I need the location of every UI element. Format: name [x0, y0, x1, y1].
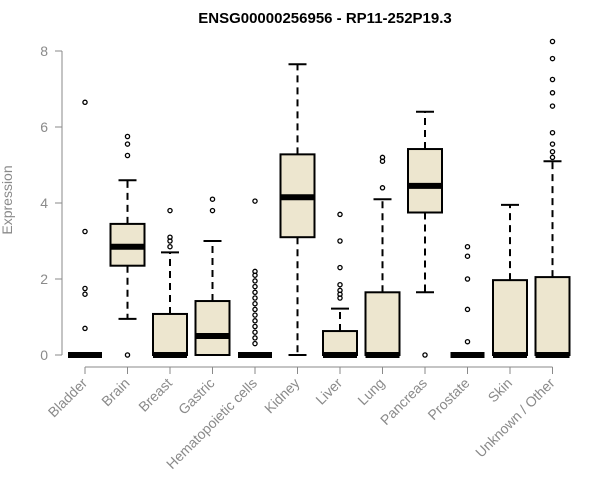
iqr-box [364, 291, 401, 356]
box-prostate [450, 243, 485, 358]
outlier-point [82, 291, 88, 297]
outlier-point [252, 295, 258, 301]
outlier-point [337, 238, 343, 244]
y-axis-label: Expression [0, 165, 15, 234]
outlier-point [82, 99, 88, 106]
outlier-point [209, 207, 216, 214]
iqr-box [152, 312, 188, 356]
outlier-point [124, 352, 131, 358]
box-liver [322, 211, 358, 358]
chart-title: ENSG00000256956 - RP11-252P19.3 [198, 10, 452, 27]
y-tick-label: 0 [40, 347, 48, 363]
outlier-point [379, 154, 386, 161]
outlier-point [337, 211, 343, 218]
outlier-point [252, 278, 258, 284]
box-brain [109, 133, 146, 358]
outlier-point [252, 300, 258, 307]
outlier-point [464, 243, 471, 250]
box-lung [364, 154, 401, 358]
boxes [68, 38, 571, 358]
x-tick-label: Liver [312, 375, 345, 408]
x-tick-label: Lung [354, 375, 387, 408]
outlier-point [337, 281, 343, 288]
outlier-point [549, 55, 556, 62]
y-tick-label: 4 [40, 195, 48, 211]
outlier-point [252, 283, 258, 290]
outlier-point [337, 264, 343, 271]
box-kidney [279, 63, 316, 356]
iqr-box [492, 279, 528, 357]
outlier-point [252, 312, 258, 318]
x-tick-label: Kidney [261, 375, 303, 417]
outlier-point [82, 285, 88, 292]
outlier-point [549, 154, 556, 161]
outlier-point [252, 306, 258, 313]
outlier-point [549, 103, 556, 109]
iqr-box [194, 300, 231, 357]
outlier-point [464, 306, 471, 313]
outlier-point [124, 133, 131, 140]
box-breast [152, 207, 188, 358]
x-tick-label: Prostate [424, 375, 472, 423]
box-hematopoietic-cells [238, 198, 272, 358]
outlier-point [549, 76, 556, 83]
outlier-point [124, 141, 131, 147]
outlier-point [337, 287, 343, 294]
outlier-point [549, 148, 556, 155]
iqr-box [407, 148, 443, 214]
outlier-point [252, 329, 258, 335]
iqr-box [322, 330, 358, 356]
outlier-point [549, 38, 556, 45]
box-unknown-other [534, 38, 571, 358]
outlier-point [252, 323, 258, 330]
iqr-box [534, 276, 571, 357]
outlier-point [549, 141, 556, 147]
outlier-point [252, 289, 258, 296]
outlier-point [379, 185, 386, 191]
x-tick-label: Breast [135, 375, 175, 415]
outlier-point [209, 196, 216, 202]
box-bladder [68, 99, 102, 358]
outlier-point [464, 276, 471, 282]
x-tick-label: Skin [485, 375, 516, 406]
box-skin [492, 203, 528, 358]
outlier-point [252, 335, 258, 341]
outlier-point [167, 207, 173, 214]
outlier-point [252, 198, 258, 204]
x-tick-label: Bladder [45, 375, 91, 421]
y-tick-label: 6 [40, 119, 48, 135]
x-tick-label: Unknown / Other [472, 375, 558, 461]
outlier-point [82, 325, 88, 332]
y-tick-label: 2 [40, 271, 48, 287]
outlier-point [167, 243, 173, 250]
box-pancreas [407, 110, 443, 358]
outlier-point [422, 352, 428, 358]
outlier-point [252, 340, 258, 347]
outlier-point [549, 90, 556, 96]
outlier-point [252, 318, 258, 324]
box-gastric [194, 196, 231, 357]
outlier-point [167, 234, 173, 240]
outlier-point [82, 228, 88, 235]
outlier-point [124, 152, 131, 159]
outlier-point [549, 129, 556, 136]
outlier-point [464, 253, 471, 259]
x-tick-label: Brain [98, 375, 132, 409]
outlier-point [252, 268, 258, 275]
outlier-point [464, 338, 471, 345]
y-tick-label: 8 [40, 43, 48, 59]
x-tick-label: Pancreas [377, 375, 430, 428]
